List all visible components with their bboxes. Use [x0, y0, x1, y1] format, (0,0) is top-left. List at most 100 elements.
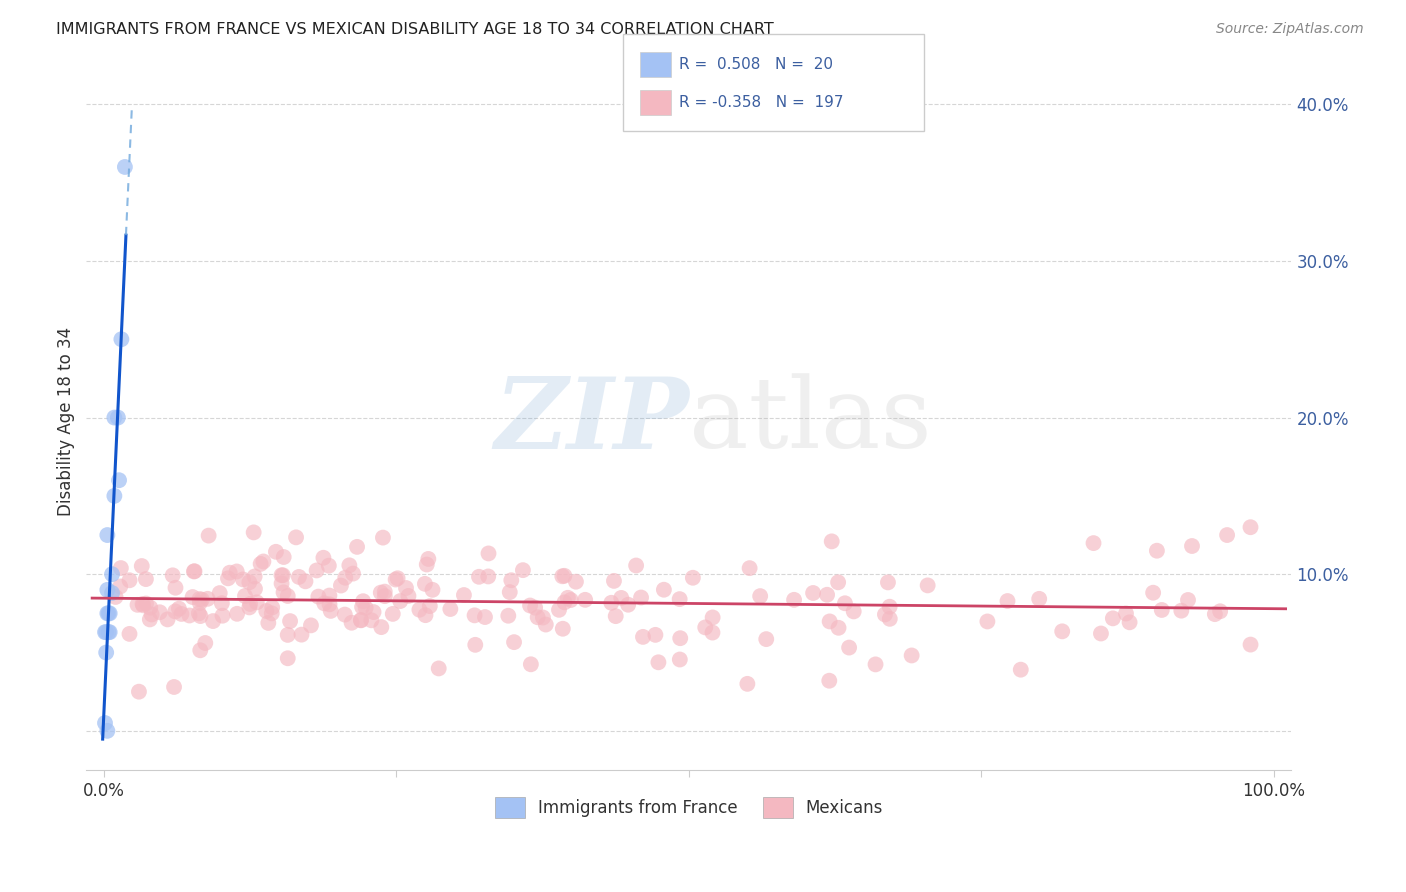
Point: [477, 569, 499, 583]
Point: [97, 607, 120, 621]
Point: [131, 559, 153, 574]
Point: [163, 680, 186, 694]
Point: [127, 598, 149, 612]
Point: [318, 589, 340, 603]
Point: [818, 615, 841, 629]
Point: [165, 581, 187, 595]
Point: [1150, 603, 1173, 617]
Point: [273, 549, 295, 564]
Point: [560, 593, 582, 607]
Point: [243, 569, 266, 583]
Point: [427, 661, 450, 675]
Point: [1239, 638, 1261, 652]
Point: [1050, 624, 1073, 639]
Point: [239, 597, 262, 611]
Point: [312, 550, 335, 565]
Point: [165, 604, 187, 618]
Point: [702, 625, 724, 640]
Point: [132, 599, 155, 613]
Point: [114, 160, 136, 174]
Point: [565, 574, 588, 589]
Point: [156, 612, 179, 626]
Point: [526, 610, 548, 624]
Point: [110, 332, 132, 346]
Point: [879, 612, 901, 626]
Point: [107, 410, 129, 425]
Point: [419, 599, 441, 613]
Point: [218, 566, 240, 580]
Point: [238, 575, 260, 590]
Point: [305, 564, 328, 578]
Point: [350, 613, 373, 627]
Point: [101, 586, 124, 600]
Point: [551, 622, 574, 636]
Point: [838, 640, 860, 655]
Point: [534, 617, 557, 632]
Point: [103, 489, 125, 503]
Point: [96, 723, 118, 738]
Point: [249, 557, 271, 571]
Point: [652, 582, 675, 597]
Point: [371, 531, 394, 545]
Point: [262, 600, 284, 615]
Point: [314, 596, 336, 610]
Point: [1142, 585, 1164, 599]
Point: [408, 603, 430, 617]
Point: [254, 604, 277, 618]
Point: [821, 534, 844, 549]
Point: [352, 594, 374, 608]
Point: [815, 588, 838, 602]
Point: [624, 558, 647, 573]
Point: [557, 591, 579, 605]
Point: [360, 613, 382, 627]
Point: [389, 594, 412, 608]
Point: [524, 600, 547, 615]
Point: [879, 599, 901, 614]
Text: R = -0.358   N =  197: R = -0.358 N = 197: [679, 95, 844, 110]
Point: [387, 571, 409, 585]
Point: [503, 635, 526, 649]
Point: [98, 625, 121, 640]
Point: [1028, 591, 1050, 606]
Point: [695, 620, 717, 634]
Point: [520, 657, 543, 672]
Point: [370, 585, 392, 599]
Point: [270, 568, 292, 582]
Y-axis label: Disability Age 18 to 34: Disability Age 18 to 34: [58, 327, 75, 516]
Point: [260, 607, 283, 621]
Point: [333, 607, 356, 622]
Point: [277, 589, 299, 603]
Point: [318, 558, 340, 573]
Point: [1083, 536, 1105, 550]
Point: [668, 592, 690, 607]
Point: [307, 590, 329, 604]
Point: [197, 591, 219, 606]
Point: [350, 613, 373, 627]
Point: [783, 592, 806, 607]
Point: [834, 596, 856, 610]
Point: [498, 608, 520, 623]
Point: [827, 621, 849, 635]
Point: [682, 571, 704, 585]
Point: [900, 648, 922, 663]
Point: [422, 582, 444, 597]
Point: [917, 578, 939, 592]
Point: [574, 592, 596, 607]
Point: [183, 564, 205, 578]
Point: [299, 618, 322, 632]
Point: [363, 605, 385, 619]
Point: [551, 569, 574, 583]
Point: [149, 605, 172, 619]
Point: [318, 597, 340, 611]
Point: [354, 600, 377, 615]
Point: [381, 607, 404, 621]
Point: [976, 615, 998, 629]
Legend: Immigrants from France, Mexicans: Immigrants from France, Mexicans: [488, 790, 890, 824]
Point: [108, 473, 131, 487]
Point: [398, 589, 420, 603]
Point: [96, 625, 118, 640]
Point: [416, 558, 439, 572]
Point: [1209, 604, 1232, 618]
Point: [669, 631, 692, 645]
Point: [603, 574, 626, 588]
